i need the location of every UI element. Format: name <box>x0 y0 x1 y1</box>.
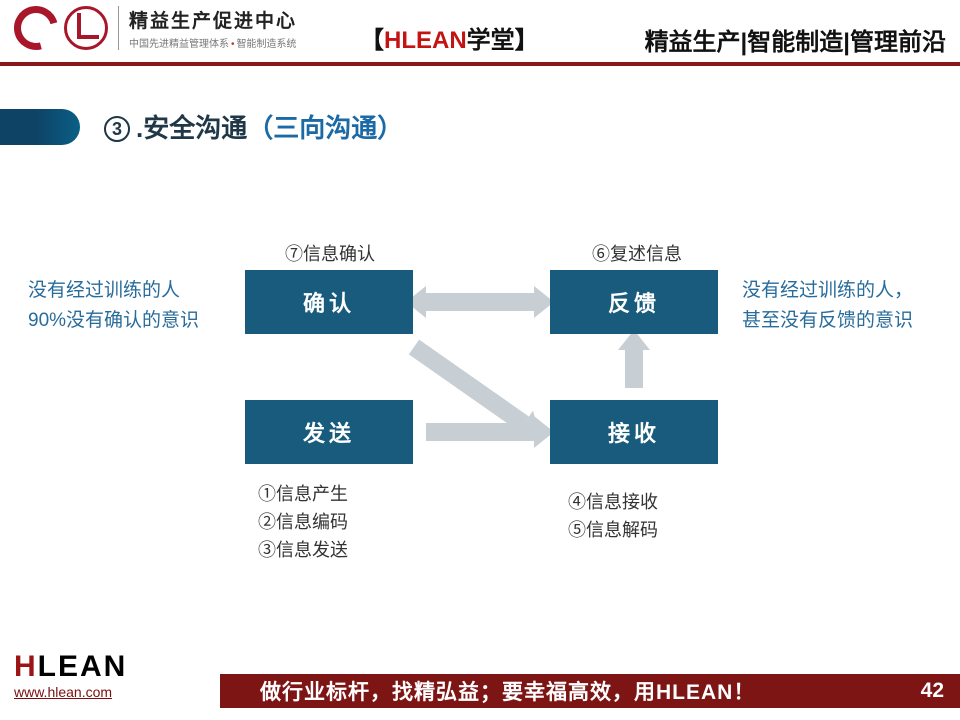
left-note: 没有经过训练的人 90%没有确认的意识 <box>28 276 228 336</box>
step-5: ⑤信息解码 <box>568 516 658 544</box>
section-title-text: 3.安全沟通（三向沟通） <box>104 108 403 145</box>
right-note: 没有经过训练的人， 甚至没有反馈的意识 <box>742 276 952 336</box>
hlean-red: HLEAN <box>384 27 467 54</box>
footer-logo: HLEAN www.hlean.com <box>14 650 127 700</box>
arrow-receive-feedback <box>625 350 643 388</box>
slogan-c: ！ <box>733 681 755 704</box>
flow-diagram: ⑦信息确认 ⑥复述信息 没有经过训练的人 90%没有确认的意识 没有经过训练的人… <box>0 230 960 570</box>
arrow-send-receive <box>426 423 534 441</box>
header-rule <box>0 62 960 66</box>
logo-c-icon <box>6 0 66 58</box>
logo-l-icon <box>64 6 108 50</box>
org-subtitle: 中国先进精益管理体系•智能制造系统 <box>129 35 297 50</box>
footer-slogan: 做行业标杆，找精弘益；要幸福高效，用HLEAN！ <box>260 676 755 706</box>
org-title: 精益生产促进中心 <box>129 6 297 33</box>
arrow-confirm-receive <box>409 340 529 432</box>
node-confirm: 确认 <box>245 270 413 334</box>
below-send: ①信息产生 ②信息编码 ③信息发送 <box>258 480 348 564</box>
node-send: 发送 <box>245 400 413 464</box>
logo-text: 精益生产促进中心 中国先进精益管理体系•智能制造系统 <box>118 6 297 50</box>
footer-bar: 做行业标杆，找精弘益；要幸福高效，用HLEAN！ 42 <box>220 674 960 708</box>
footer-logo-text: HLEAN <box>14 650 127 684</box>
logo-block: 精益生产促进中心 中国先进精益管理体系•智能制造系统 <box>14 6 297 50</box>
header-right: 精益生产|智能制造|管理前沿 <box>645 22 946 57</box>
header-center: 【HLEAN学堂】 <box>360 20 539 55</box>
xuetang: 学堂 <box>467 27 515 54</box>
bracket-r: 】 <box>515 27 539 54</box>
left-note-l2: 90%没有确认的意识 <box>28 306 228 336</box>
org-sub-b: 智能制造系统 <box>237 39 297 50</box>
left-note-l1: 没有经过训练的人 <box>28 276 228 306</box>
slogan-b: HLEAN <box>656 681 733 704</box>
footer-logo-h: H <box>14 650 38 683</box>
step-2: ②信息编码 <box>258 508 348 536</box>
bracket-l: 【 <box>360 27 384 54</box>
caption-confirm: ⑦信息确认 <box>285 240 375 266</box>
slogan-a: 做行业标杆，找精弘益；要幸福高效，用 <box>260 681 656 704</box>
title-pill-icon <box>0 109 80 145</box>
section-number: 3 <box>104 116 130 142</box>
arrow-confirm-feedback <box>426 293 534 311</box>
page-number: 42 <box>900 679 944 703</box>
right-note-l1: 没有经过训练的人， <box>742 276 952 306</box>
header: 精益生产促进中心 中国先进精益管理体系•智能制造系统 【HLEAN学堂】 精益生… <box>0 0 960 62</box>
step-1: ①信息产生 <box>258 480 348 508</box>
section-paren: （三向沟通） <box>247 113 403 143</box>
section-title: 3.安全沟通（三向沟通） <box>0 108 403 145</box>
caption-feedback: ⑥复述信息 <box>592 240 682 266</box>
footer-logo-rest: LEAN <box>38 650 128 683</box>
org-sub-a: 中国先进精益管理体系 <box>129 39 229 50</box>
step-4: ④信息接收 <box>568 488 658 516</box>
below-receive: ④信息接收 ⑤信息解码 <box>568 488 658 544</box>
node-receive: 接收 <box>550 400 718 464</box>
right-note-l2: 甚至没有反馈的意识 <box>742 306 952 336</box>
node-feedback: 反馈 <box>550 270 718 334</box>
step-3: ③信息发送 <box>258 536 348 564</box>
section-main: 安全沟通 <box>143 113 247 143</box>
footer-url[interactable]: www.hlean.com <box>14 684 127 700</box>
